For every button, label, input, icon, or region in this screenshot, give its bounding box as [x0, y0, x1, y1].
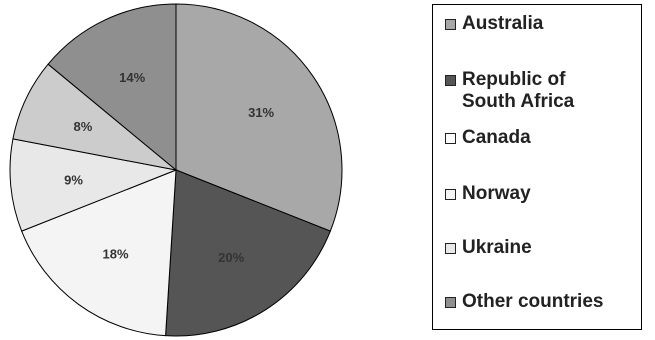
legend-swatch-australia [445, 19, 456, 30]
legend-swatch-norway [445, 189, 456, 200]
legend-entry-canada: Canada [445, 127, 531, 149]
legend-label-other-countries: Other countries [462, 291, 604, 312]
legend-swatch-canada [445, 133, 456, 144]
pie-slice-australia-0 [175, 3, 343, 232]
legend-label-ukraine: Ukraine [462, 237, 532, 258]
pie-label-ukraine-4: 8% [73, 119, 92, 134]
legend-entry-norway: Norway [445, 183, 531, 205]
legend-entry-other-countries: Other countries [445, 291, 603, 313]
legend-entry-australia: Australia [445, 13, 543, 35]
pie-label-ukraine-3: 9% [64, 173, 83, 188]
legend-label-canada: Canada [462, 127, 531, 148]
legend-swatch-south-africa [445, 75, 456, 86]
legend: Australia Republic of South Africa Canad… [432, 4, 642, 330]
legend-swatch-ukraine [445, 243, 456, 254]
legend-label-australia: Australia [462, 13, 544, 34]
legend-entry-south-africa: Republic of South Africa [445, 69, 574, 113]
pie-label-other-countries-5: 14% [119, 70, 145, 85]
legend-swatch-other-countries [445, 297, 456, 308]
pie-label-australia-0: 31% [248, 105, 274, 120]
pie-slice-ukraine-3 [9, 138, 178, 232]
legend-label-norway: Norway [462, 183, 531, 204]
pie-slice-other-countries-5 [47, 3, 177, 172]
legend-entry-ukraine: Ukraine [445, 237, 532, 259]
pie-slice-republic-of-south-africa-1 [165, 169, 331, 337]
pie-label-norway-2: 18% [102, 246, 128, 261]
pie-label-republic-of-south-africa-1: 20% [218, 250, 244, 265]
pie-chart: 31% 20% 18% 9% 8% 14% [9, 3, 343, 337]
pie-slice-norway-2 [21, 169, 177, 337]
legend-label-south-africa: Republic of South Africa [462, 69, 575, 112]
